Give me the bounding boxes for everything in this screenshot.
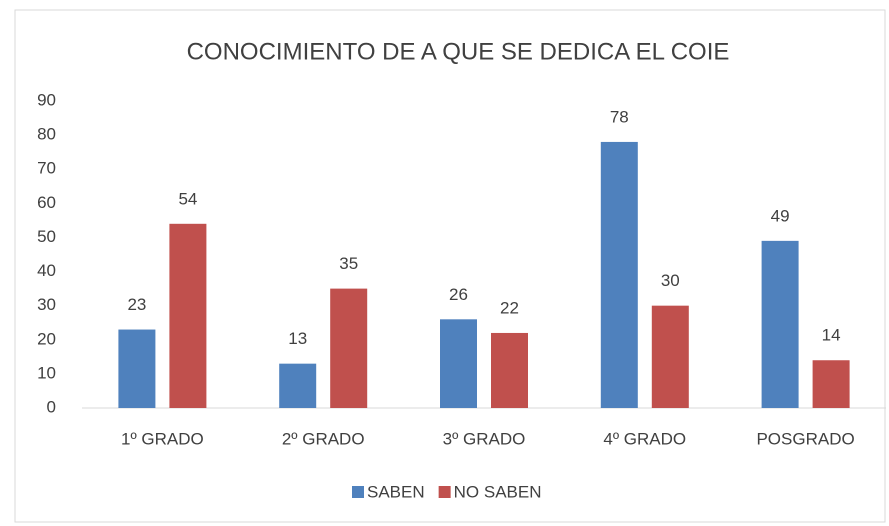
data-label: 22 [500,298,519,317]
y-tick-label: 80 [37,125,56,144]
bar [491,332,528,408]
data-label: 30 [661,271,680,290]
x-tick-label: 4º GRADO [603,429,686,448]
y-tick-label: 50 [37,227,56,246]
bar [330,288,368,408]
bar [169,223,207,408]
legend-swatch [438,486,451,498]
y-tick-label: 30 [37,295,56,314]
x-tick-label: 1º GRADO [121,429,204,448]
y-tick-label: 10 [37,363,56,382]
y-tick-label: 70 [37,159,56,178]
x-tick-label: POSGRADO [756,429,854,448]
y-tick-label: 20 [37,329,56,348]
bar [812,360,850,408]
legend-label: SABEN [367,482,425,501]
data-label: 14 [822,326,841,345]
bar [761,240,799,408]
bar [118,329,156,408]
data-label: 26 [449,285,468,304]
bar [651,305,689,408]
bar [279,363,317,408]
data-label: 49 [771,206,790,225]
y-tick-label: 0 [47,397,56,416]
y-tick-label: 40 [37,261,56,280]
y-tick-label: 60 [37,193,56,212]
x-tick-label: 2º GRADO [282,429,365,448]
y-tick-label: 90 [37,90,56,109]
x-tick-label: 3º GRADO [443,429,526,448]
legend-swatch [352,486,364,498]
chart-border [14,9,886,523]
data-label: 35 [339,254,358,273]
bar [600,141,638,408]
chart-title: CONOCIMIENTO DE A QUE SE DEDICA EL COIE [187,38,730,65]
bar [440,319,477,408]
legend-label: NO SABEN [454,482,542,501]
data-label: 23 [127,295,146,314]
data-label: 78 [610,107,629,126]
data-label: 13 [288,329,307,348]
data-label: 54 [178,189,197,208]
